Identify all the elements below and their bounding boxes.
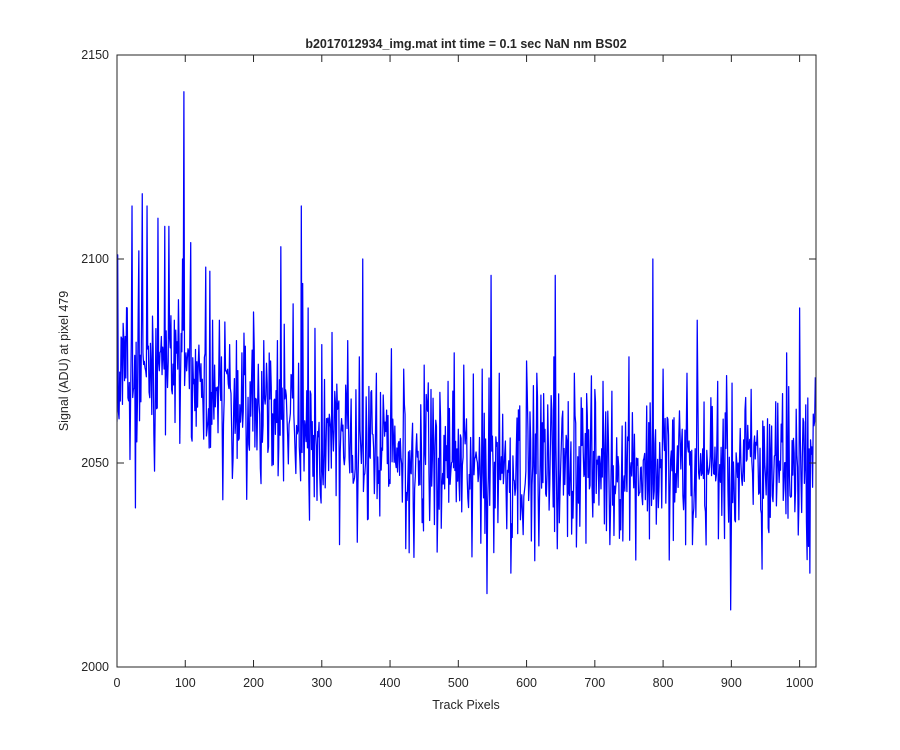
x-tick-label: 600: [516, 676, 537, 690]
y-tick-label: 2050: [81, 456, 109, 470]
x-tick-label: 700: [584, 676, 605, 690]
x-tick-label: 500: [448, 676, 469, 690]
y-tick-label: 2100: [81, 252, 109, 266]
chart-title: b2017012934_img.mat int time = 0.1 sec N…: [305, 37, 626, 51]
x-tick-label: 400: [380, 676, 401, 690]
x-tick-label: 1000: [786, 676, 814, 690]
x-axis-ticks: 0 100 200 300 400 500 600 700 800 900 1000: [114, 55, 814, 690]
x-axis-label: Track Pixels: [432, 698, 500, 712]
x-tick-label: 800: [653, 676, 674, 690]
x-tick-label: 100: [175, 676, 196, 690]
plot-area: [117, 55, 816, 667]
x-tick-label: 0: [114, 676, 121, 690]
series-line: [117, 91, 816, 611]
x-tick-label: 200: [243, 676, 264, 690]
x-tick-label: 900: [721, 676, 742, 690]
x-tick-label: 300: [311, 676, 332, 690]
y-tick-label: 2150: [81, 48, 109, 62]
y-axis-label: Signal (ADU) at pixel 479: [57, 291, 71, 431]
axes-box: [116, 54, 817, 668]
y-axis-ticks: 2000 2050 2100 2150: [81, 48, 816, 674]
y-tick-label: 2000: [81, 660, 109, 674]
